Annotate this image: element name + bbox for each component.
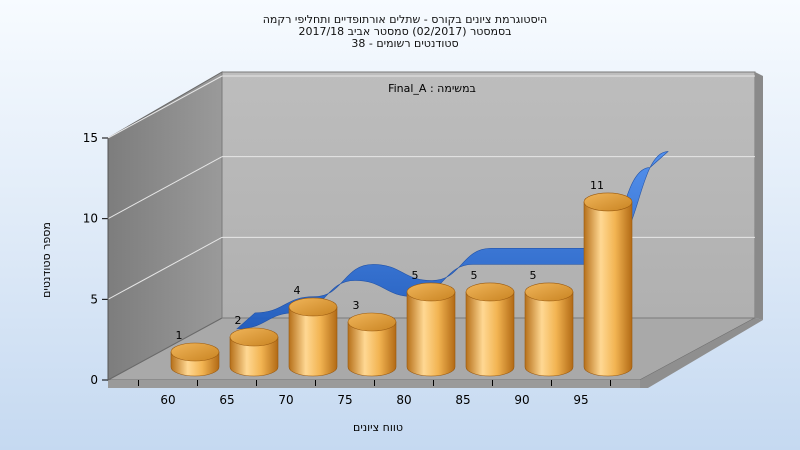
y-ticks-layer: 0 5 10 15 (83, 131, 109, 387)
chart-title-line-2: בסמסטר (02/2017) סמסטר אביב 2017/18 (298, 25, 511, 38)
trend-ribbon-layer (236, 151, 669, 330)
bar-75 (347, 312, 397, 377)
bar-body (288, 306, 338, 377)
bar-body (347, 321, 397, 377)
bar-cap (229, 327, 279, 347)
x-tick-label: 60 (160, 393, 175, 407)
data-label: 5 (530, 269, 537, 282)
bar-cap (465, 282, 515, 302)
bar-cap (406, 282, 456, 302)
bars-layer (170, 192, 633, 377)
bar-90 (524, 282, 574, 377)
x-tick-label: 95 (573, 393, 588, 407)
data-label: 5 (412, 269, 419, 282)
gridline-left (107, 75, 223, 139)
bar-60 (170, 342, 220, 377)
chart-title-line-3: סטודנטים רשומים - 38 (351, 37, 458, 50)
bar-85 (465, 282, 515, 377)
chart-back-wall (221, 71, 756, 319)
x-tick-label: 70 (278, 393, 293, 407)
grid-layer (107, 75, 755, 300)
chart-floor-right-edge (640, 318, 763, 388)
data-label: 1 (176, 329, 183, 342)
x-tick-label: 85 (455, 393, 470, 407)
y-tick-label: 0 (90, 373, 98, 387)
bar-body (465, 291, 515, 377)
data-label: 2 (235, 314, 242, 327)
y-tick-label: 10 (83, 212, 98, 226)
x-tick-label: 75 (337, 393, 352, 407)
bar-body (524, 291, 574, 377)
chart-title-line-1: היסטוגרמת ציונים בקורס - שתלים אורתופדיי… (263, 13, 548, 26)
bar-body (406, 291, 456, 377)
y-tick-label: 5 (90, 292, 98, 306)
data-labels-layer: 1 2 4 3 5 5 5 11 (176, 179, 605, 342)
data-label: 5 (471, 269, 478, 282)
trend-ribbon (236, 151, 669, 330)
x-tick-label: 80 (396, 393, 411, 407)
x-axis-label: טווח ציונים (353, 421, 403, 434)
bar-80 (406, 282, 456, 377)
x-tick-label: 90 (514, 393, 529, 407)
bar-65 (229, 327, 279, 377)
data-label: 4 (294, 284, 301, 297)
gridline-left (107, 236, 223, 300)
x-ticks-layer: 60 65 70 75 80 85 90 95 (138, 380, 611, 407)
x-tick-label: 65 (219, 393, 234, 407)
gridline-left (107, 156, 223, 220)
y-axis-label: מספר סטודנטים (40, 222, 53, 298)
bar-cap (288, 297, 338, 317)
bar-cap (583, 192, 633, 212)
data-label: 3 (353, 299, 360, 312)
bar-70 (288, 297, 338, 377)
assignment-annotation: במשימה : Final_A (388, 82, 476, 95)
bar-body (583, 201, 633, 377)
chart-right-ledge (755, 72, 763, 320)
bar-cap (347, 312, 397, 332)
data-label: 11 (590, 179, 604, 192)
bar-cap (170, 342, 220, 362)
bar-95 (583, 192, 633, 377)
bar-cap (524, 282, 574, 302)
bar-body (229, 336, 279, 377)
y-tick-label: 15 (83, 131, 98, 145)
